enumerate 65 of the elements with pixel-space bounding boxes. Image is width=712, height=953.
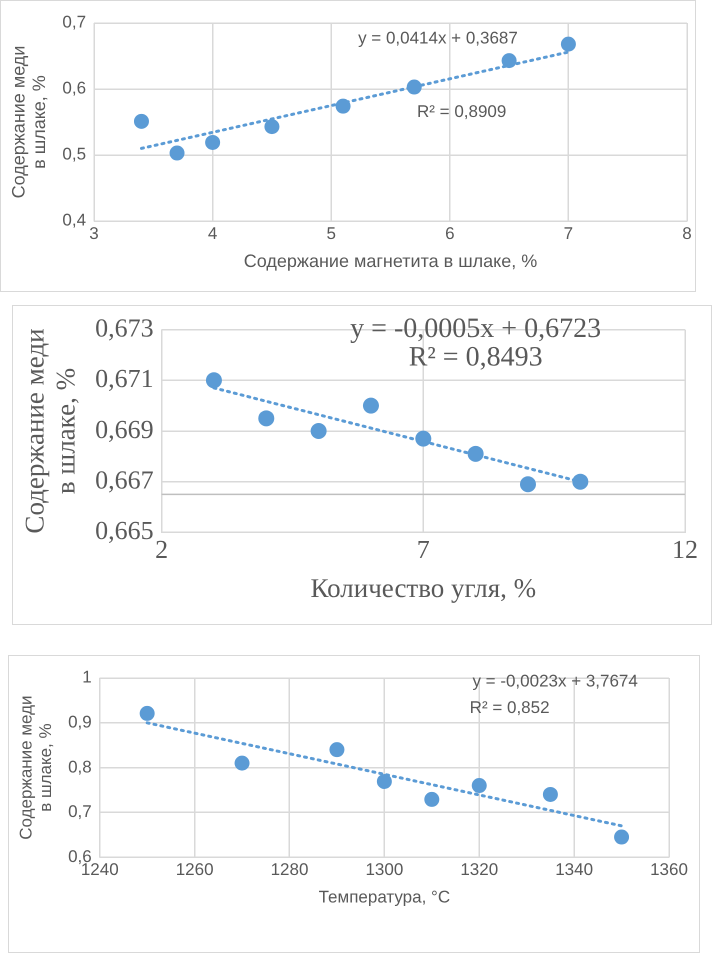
point: [520, 476, 536, 492]
point: [206, 372, 222, 388]
y-tick-label: 0,6: [62, 78, 86, 98]
x-tick-label: 8: [682, 224, 692, 243]
annotation: R² = 0,8493: [408, 341, 543, 372]
x-tick-label: 5: [326, 224, 336, 243]
y-axis-title: Содержание меди в шлаке, %: [16, 695, 56, 840]
x-tick-label: 3: [89, 224, 99, 243]
y-axis-title: Содержание меди в шлаке, %: [20, 328, 81, 534]
annotation: R² = 0,8909: [417, 102, 506, 121]
point: [234, 756, 250, 771]
y-tick-label: 0,669: [95, 414, 154, 444]
annotation: y = 0,0414x + 0,3687: [358, 28, 518, 48]
y-axis-title: Содержание меди в шлаке, %: [8, 46, 50, 198]
x-axis-title: Содержание магнетита в шлаке, %: [244, 251, 538, 272]
x-tick-label: 2: [155, 534, 168, 564]
point: [614, 830, 630, 845]
x-tick-label: 1320: [460, 860, 498, 880]
point: [406, 80, 422, 95]
x-tick-label: 12: [672, 534, 698, 564]
y-tick-label: 0,7: [68, 802, 92, 822]
y-tick-label: 0,665: [95, 516, 154, 546]
y-tick-label: 0,6: [68, 846, 92, 866]
point: [140, 706, 155, 721]
point: [468, 446, 484, 462]
point: [134, 114, 149, 129]
x-tick-label: 1280: [270, 860, 308, 880]
y-tick-label: 0,671: [95, 364, 154, 394]
annotation: y = -0,0023x + 3,7674: [472, 671, 638, 690]
annotation: y = -0,0005x + 0,6723: [350, 312, 602, 344]
y-tick-label: 0,4: [62, 210, 86, 230]
point: [329, 742, 344, 758]
x-tick-label: 4: [208, 224, 218, 243]
y-tick-label: 0,673: [95, 313, 154, 342]
point: [170, 146, 185, 161]
point: [310, 423, 327, 439]
y-tick-label: 0,5: [62, 144, 86, 164]
x-axis-title: Температура, °C: [318, 887, 450, 906]
point: [415, 430, 432, 447]
y-tick-label: 0,667: [95, 466, 154, 495]
point: [502, 53, 517, 68]
point: [424, 792, 440, 807]
point: [258, 410, 274, 426]
x-tick-label: 1360: [650, 860, 688, 880]
point: [205, 134, 220, 150]
point: [376, 774, 392, 789]
point: [560, 36, 576, 52]
x-tick-label: 7: [416, 534, 430, 564]
point: [572, 474, 588, 490]
x-tick-label: 1300: [365, 860, 404, 880]
point: [264, 119, 280, 134]
y-tick-label: 0,9: [68, 712, 92, 732]
point: [336, 98, 351, 114]
y-tick-label: 0,8: [68, 757, 92, 776]
point: [542, 786, 558, 802]
point: [472, 778, 487, 794]
point: [362, 398, 379, 414]
x-axis-title: Количество угля, %: [310, 572, 536, 603]
annotation: R² = 0,852: [470, 698, 550, 718]
x-tick-label: 6: [445, 224, 455, 243]
y-tick-label: 0,7: [62, 12, 86, 32]
x-tick-label: 1340: [555, 860, 594, 880]
y-tick-label: 1: [82, 668, 92, 687]
x-tick-label: 1260: [176, 860, 214, 880]
x-tick-label: 7: [564, 224, 574, 243]
